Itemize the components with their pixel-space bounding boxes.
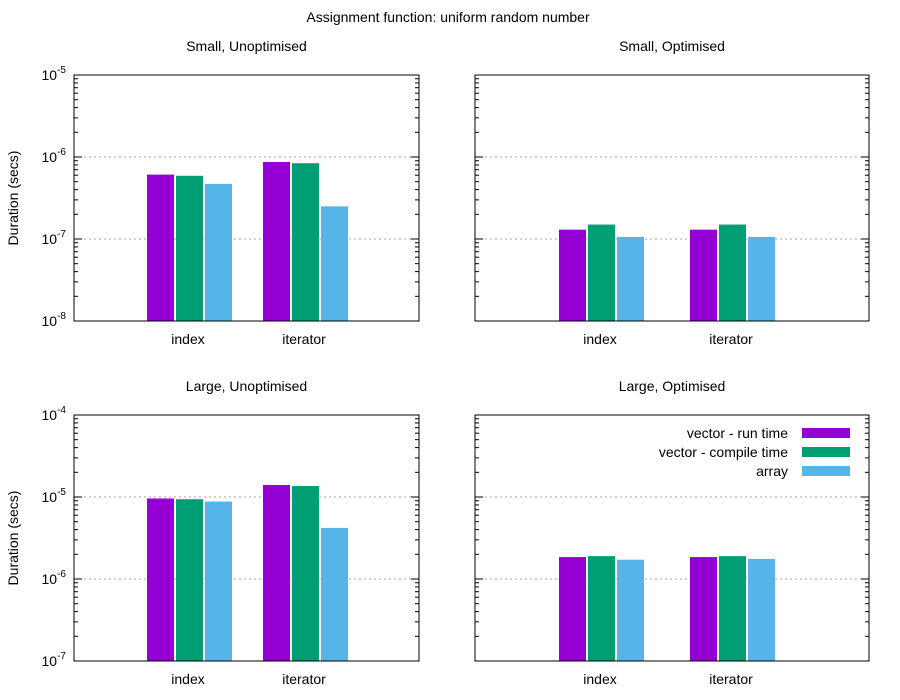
legend-label: array — [756, 463, 788, 479]
y-axis-label: Duration (secs) — [5, 491, 21, 586]
x-tick-label: iterator — [709, 331, 753, 347]
bar — [263, 485, 290, 661]
bar — [748, 236, 775, 321]
x-tick-label: index — [583, 331, 616, 347]
panel-title: Large, Unoptimised — [186, 378, 307, 394]
y-tick-label: 10-7 — [42, 651, 67, 669]
chart-panel-1: index iterator 10-8 10-7 10-6 10-5 Small, Unop… — [5, 38, 420, 347]
x-tick-label: index — [171, 671, 204, 687]
plot-frame — [73, 74, 420, 322]
plot-frame — [73, 414, 420, 662]
bar — [588, 556, 615, 661]
panel-title: Small, Unoptimised — [186, 38, 307, 54]
bar — [690, 557, 717, 661]
bar — [617, 559, 644, 661]
plot-frame — [474, 74, 870, 322]
y-axis-label: Duration (secs) — [5, 151, 21, 246]
bar — [321, 206, 348, 321]
legend-label: vector - compile time — [659, 444, 788, 460]
x-tick-label: index — [583, 671, 616, 687]
y-tick-label: 10-5 — [42, 487, 67, 505]
bar — [263, 161, 290, 321]
legend-label: vector - run time — [687, 425, 788, 441]
bar — [176, 175, 203, 321]
bar — [147, 174, 174, 321]
legend: vector - run time vector - compile time ar… — [659, 425, 850, 479]
bar — [588, 224, 615, 321]
panel-title: Large, Optimised — [619, 378, 726, 394]
y-tick-label: 10-6 — [42, 147, 67, 165]
y-tick-label: 10-8 — [42, 311, 67, 329]
x-tick-label: index — [171, 331, 204, 347]
x-tick-label: iterator — [282, 671, 326, 687]
bar — [719, 224, 746, 321]
chart-panel-4: index iterator Large, Optimised — [474, 378, 870, 687]
bar — [617, 236, 644, 321]
y-tick-label: 10-5 — [42, 65, 67, 83]
chart-panel-2: index iterator Small, Optimised — [474, 38, 870, 347]
y-tick-label: 10-6 — [42, 569, 67, 587]
y-tick-label: 10-4 — [42, 405, 67, 423]
x-tick-label: iterator — [709, 671, 753, 687]
bar — [176, 499, 203, 661]
y-tick-label: 10-7 — [42, 229, 67, 247]
legend-swatch — [802, 466, 850, 476]
bar — [748, 558, 775, 661]
plot-frame — [474, 414, 870, 662]
bar — [205, 183, 232, 321]
legend-swatch — [802, 447, 850, 457]
figure-title: Assignment function: uniform random numb… — [306, 9, 590, 25]
bar — [292, 486, 319, 661]
bar — [719, 556, 746, 661]
panel-title: Small, Optimised — [619, 38, 725, 54]
x-tick-label: iterator — [282, 331, 326, 347]
bar — [321, 527, 348, 661]
bar — [559, 557, 586, 661]
bar — [292, 163, 319, 321]
bar — [147, 498, 174, 661]
bar — [205, 501, 232, 661]
bar — [559, 229, 586, 321]
chart-panel-3: index iterator 10-7 10-6 10-5 10-4 Large, Unop… — [5, 378, 420, 687]
legend-swatch — [802, 428, 850, 438]
bar — [690, 229, 717, 321]
